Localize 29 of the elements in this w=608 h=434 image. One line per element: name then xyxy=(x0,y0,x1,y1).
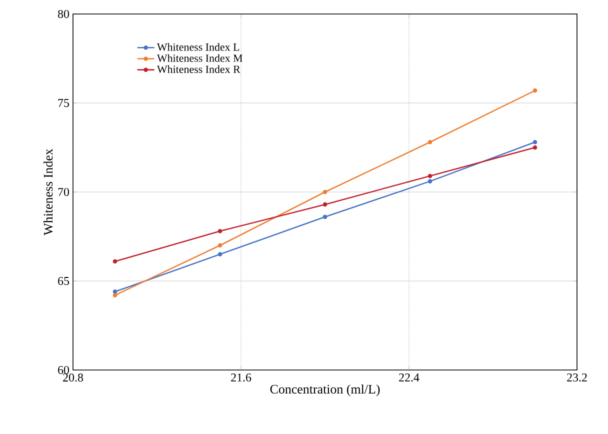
y-tick-label: 65 xyxy=(58,276,70,285)
point xyxy=(218,243,222,248)
y-tick-label: 75 xyxy=(58,99,70,107)
x-tick-label: 22.4 xyxy=(399,374,420,382)
point xyxy=(112,293,118,298)
y-tick-label: 70 xyxy=(58,188,70,196)
point xyxy=(322,214,328,220)
point xyxy=(112,259,118,264)
y-tick-label: 80 xyxy=(58,10,70,18)
x-axis-title: Concentration (ml/L) xyxy=(270,384,380,396)
point xyxy=(532,140,538,144)
point xyxy=(218,252,222,256)
point xyxy=(428,179,432,184)
point xyxy=(112,290,118,294)
y-axis-title: Whiteness Index xyxy=(44,148,53,236)
point xyxy=(428,140,432,144)
point xyxy=(322,202,328,207)
y-tick-label: 60 xyxy=(58,366,70,374)
legend-label: Whiteness Index M xyxy=(156,54,242,62)
point xyxy=(428,174,432,178)
x-tick-label: 23.2 xyxy=(567,374,587,382)
legend-label: Whiteness Index L xyxy=(156,43,240,51)
legend-label: Whiteness Index R xyxy=(156,65,240,74)
point xyxy=(532,88,538,93)
x-tick-label: 20.8 xyxy=(63,374,84,382)
point xyxy=(322,190,328,194)
x-tick-label: 21.6 xyxy=(231,374,252,382)
point xyxy=(218,228,222,234)
point xyxy=(532,145,538,150)
